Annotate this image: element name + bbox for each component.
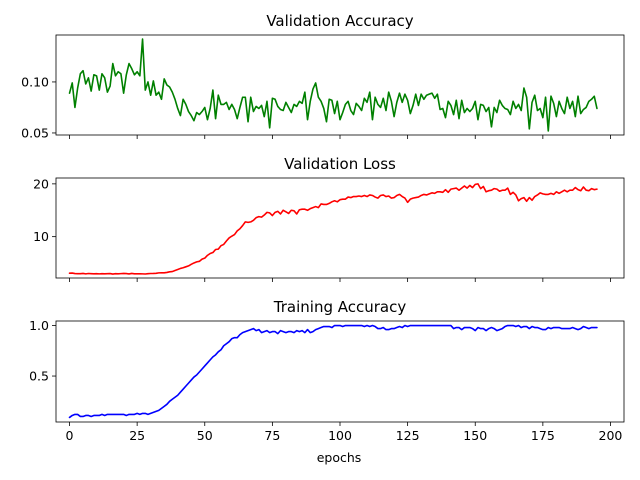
train-acc-x-tick-label: 0 — [66, 428, 74, 443]
train-acc-x-tick-label: 75 — [264, 428, 280, 443]
train-acc-x-tick-label: 175 — [531, 428, 555, 443]
validation-loss-panel: Validation Loss 10 20 — [33, 155, 625, 282]
train-acc-x-tick-label: 125 — [396, 428, 420, 443]
training-accuracy-panel: Training Accuracy 0 25 50 75 100 125 150 175 200 0… — [29, 298, 625, 443]
train-acc-train_acc-line — [68, 324, 598, 419]
val-acc-y-tick-label: 0.05 — [21, 125, 49, 140]
train-acc-x-tick-label: 100 — [328, 428, 352, 443]
train-acc-x-tick-label: 200 — [599, 428, 623, 443]
train-acc-y-tick-label: 0.5 — [29, 369, 49, 384]
train-acc-x-tick-label: 150 — [463, 428, 487, 443]
train-acc-x-tick-label: 25 — [129, 428, 145, 443]
val-acc-val_acc-line — [68, 38, 598, 132]
validation-accuracy-panel: Validation Accuracy 0.05 0.10 — [21, 12, 625, 140]
val-acc-title: Validation Accuracy — [266, 12, 413, 30]
x-axis-label: epochs — [317, 450, 362, 465]
train-acc-y-tick-label: 1.0 — [29, 318, 49, 333]
train-acc-title: Training Accuracy — [273, 298, 407, 316]
train-acc-x-tick-label: 50 — [197, 428, 213, 443]
val-loss-y-tick-label: 20 — [33, 176, 49, 191]
val-acc-y-tick-label: 0.10 — [21, 74, 49, 89]
val-loss-y-tick-label: 10 — [33, 229, 49, 244]
train-acc-axes-frame — [55, 320, 625, 423]
val-loss-val_loss-line — [68, 183, 598, 275]
val-loss-title: Validation Loss — [284, 155, 396, 173]
